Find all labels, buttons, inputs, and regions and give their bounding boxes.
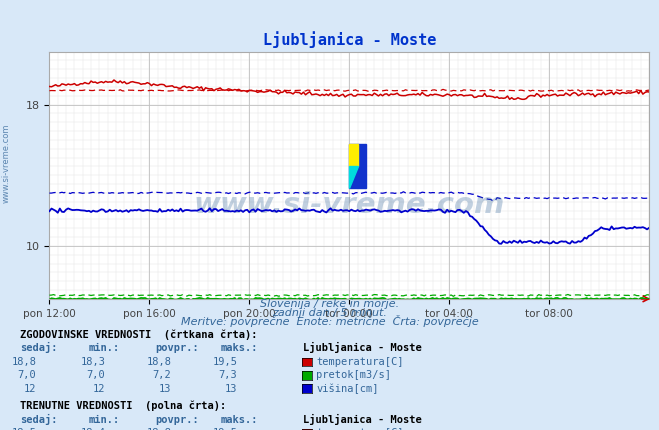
Text: ZGODOVINSKE VREDNOSTI  (črtkana črta):: ZGODOVINSKE VREDNOSTI (črtkana črta): bbox=[20, 329, 257, 340]
Text: maks.:: maks.: bbox=[221, 344, 258, 353]
Text: Ljubljanica - Moste: Ljubljanica - Moste bbox=[303, 414, 422, 425]
Text: 18,8: 18,8 bbox=[146, 357, 171, 367]
Text: Meritve: povprečne  Enote: metrične  Črta: povprečje: Meritve: povprečne Enote: metrične Črta:… bbox=[181, 315, 478, 327]
Bar bbox=[349, 144, 358, 166]
Text: 7,0: 7,0 bbox=[87, 370, 105, 380]
Text: višina[cm]: višina[cm] bbox=[316, 383, 379, 393]
Text: 19,5: 19,5 bbox=[212, 357, 237, 367]
Text: temperatura[C]: temperatura[C] bbox=[316, 428, 404, 430]
Text: 18,8: 18,8 bbox=[11, 357, 36, 367]
Text: www.si-vreme.com: www.si-vreme.com bbox=[2, 124, 11, 203]
Text: sedaj:: sedaj: bbox=[20, 414, 57, 425]
Text: povpr.:: povpr.: bbox=[155, 344, 198, 353]
Text: min.:: min.: bbox=[89, 344, 120, 353]
Text: zadnji dan / 5 minut.: zadnji dan / 5 minut. bbox=[272, 308, 387, 318]
Text: 18,8: 18,8 bbox=[146, 428, 171, 430]
Text: 12: 12 bbox=[24, 384, 36, 393]
Polygon shape bbox=[349, 166, 358, 188]
Text: povpr.:: povpr.: bbox=[155, 415, 198, 425]
Text: 7,3: 7,3 bbox=[219, 370, 237, 380]
Text: 13: 13 bbox=[225, 384, 237, 393]
Text: www.si-vreme.com: www.si-vreme.com bbox=[194, 191, 505, 219]
Text: Ljubljanica - Moste: Ljubljanica - Moste bbox=[303, 342, 422, 353]
Text: maks.:: maks.: bbox=[221, 415, 258, 425]
Text: 7,0: 7,0 bbox=[18, 370, 36, 380]
Text: 13: 13 bbox=[159, 384, 171, 393]
Title: Ljubljanica - Moste: Ljubljanica - Moste bbox=[262, 31, 436, 48]
Text: min.:: min.: bbox=[89, 415, 120, 425]
Text: 18,3: 18,3 bbox=[80, 357, 105, 367]
Text: TRENUTNE VREDNOSTI  (polna črta):: TRENUTNE VREDNOSTI (polna črta): bbox=[20, 400, 226, 411]
Text: 19,5: 19,5 bbox=[212, 428, 237, 430]
Text: pretok[m3/s]: pretok[m3/s] bbox=[316, 370, 391, 380]
Text: 12: 12 bbox=[93, 384, 105, 393]
Text: 18,5: 18,5 bbox=[11, 428, 36, 430]
Text: Slovenija / reke in morje.: Slovenija / reke in morje. bbox=[260, 299, 399, 310]
Bar bbox=[349, 144, 366, 188]
Text: 7,2: 7,2 bbox=[153, 370, 171, 380]
Text: temperatura[C]: temperatura[C] bbox=[316, 357, 404, 367]
Text: 18,4: 18,4 bbox=[80, 428, 105, 430]
Text: sedaj:: sedaj: bbox=[20, 342, 57, 353]
